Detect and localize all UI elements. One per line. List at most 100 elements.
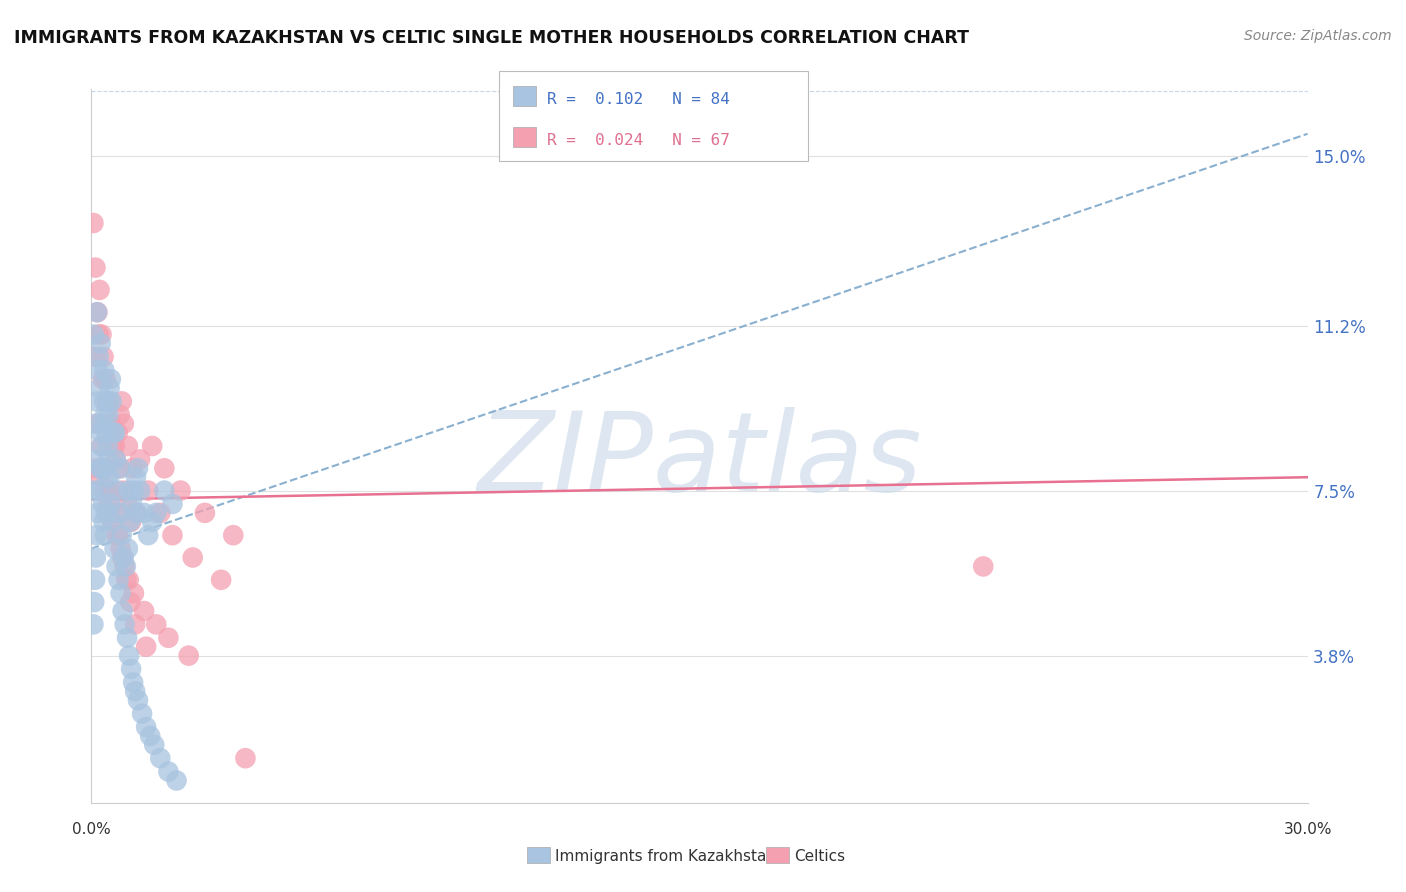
- Point: [166, 773, 188, 788]
- Point: [125, 470, 148, 484]
- Point: [84, 461, 107, 475]
- Point: [86, 528, 108, 542]
- Point: [105, 528, 128, 542]
- Point: [121, 497, 143, 511]
- Point: [98, 483, 121, 498]
- Point: [122, 675, 145, 690]
- Point: [222, 528, 245, 542]
- Point: [91, 497, 114, 511]
- Point: [162, 528, 184, 542]
- Point: [84, 394, 107, 409]
- Point: [136, 483, 159, 498]
- Point: [96, 470, 118, 484]
- Point: [132, 604, 155, 618]
- Point: [93, 394, 115, 409]
- Point: [129, 483, 152, 498]
- Point: [108, 408, 131, 422]
- Point: [120, 595, 142, 609]
- Point: [86, 305, 108, 319]
- Point: [169, 483, 191, 498]
- Text: R =  0.024   N = 67: R = 0.024 N = 67: [547, 134, 730, 148]
- Point: [101, 515, 124, 529]
- Point: [107, 573, 129, 587]
- Point: [120, 515, 142, 529]
- Point: [107, 483, 129, 498]
- Point: [98, 381, 121, 395]
- Point: [103, 541, 125, 556]
- Point: [100, 372, 122, 386]
- Point: [104, 439, 127, 453]
- Point: [84, 260, 107, 275]
- Point: [87, 417, 110, 431]
- Point: [143, 738, 166, 752]
- Point: [194, 506, 217, 520]
- Point: [135, 640, 157, 654]
- Point: [129, 452, 152, 467]
- Point: [209, 573, 232, 587]
- Point: [93, 363, 115, 377]
- Text: IMMIGRANTS FROM KAZAKHSTAN VS CELTIC SINGLE MOTHER HOUSEHOLDS CORRELATION CHART: IMMIGRANTS FROM KAZAKHSTAN VS CELTIC SIN…: [14, 29, 969, 46]
- Point: [141, 515, 163, 529]
- Point: [94, 408, 117, 422]
- Point: [103, 439, 125, 453]
- Point: [110, 461, 132, 475]
- Point: [90, 461, 112, 475]
- Point: [122, 586, 145, 600]
- Point: [93, 350, 115, 364]
- Point: [94, 528, 117, 542]
- Point: [131, 706, 153, 721]
- Point: [108, 461, 131, 475]
- Point: [100, 417, 122, 431]
- Point: [100, 497, 122, 511]
- Point: [115, 559, 138, 574]
- Point: [112, 550, 135, 565]
- Point: [235, 751, 257, 765]
- Point: [111, 394, 134, 409]
- Point: [118, 648, 141, 663]
- Point: [90, 336, 112, 351]
- Point: [181, 550, 204, 565]
- Text: 30.0%: 30.0%: [1284, 822, 1331, 837]
- Point: [82, 216, 104, 230]
- Point: [84, 417, 107, 431]
- Point: [97, 394, 120, 409]
- Point: [87, 327, 110, 342]
- Point: [82, 617, 104, 632]
- Point: [94, 506, 117, 520]
- Point: [135, 720, 157, 734]
- Point: [91, 372, 114, 386]
- Point: [90, 439, 112, 453]
- Point: [107, 528, 129, 542]
- Point: [111, 483, 134, 498]
- Point: [114, 617, 136, 632]
- Point: [136, 528, 159, 542]
- Point: [149, 751, 172, 765]
- Point: [89, 425, 111, 440]
- Point: [82, 483, 104, 498]
- Point: [111, 550, 134, 565]
- Point: [124, 617, 146, 632]
- Point: [111, 528, 134, 542]
- Point: [103, 425, 125, 440]
- Point: [107, 425, 129, 440]
- Point: [117, 541, 139, 556]
- Point: [91, 417, 114, 431]
- Point: [100, 425, 122, 440]
- Point: [86, 305, 108, 319]
- Point: [139, 729, 162, 743]
- Point: [132, 506, 155, 520]
- Point: [89, 381, 111, 395]
- Point: [120, 662, 142, 676]
- Point: [104, 452, 127, 467]
- Point: [125, 506, 148, 520]
- Point: [104, 452, 127, 467]
- Point: [112, 417, 135, 431]
- Point: [125, 506, 148, 520]
- Point: [98, 417, 121, 431]
- Point: [153, 461, 176, 475]
- Point: [100, 394, 122, 409]
- Point: [101, 515, 124, 529]
- Point: [96, 425, 118, 440]
- Point: [157, 631, 180, 645]
- Point: [90, 439, 112, 453]
